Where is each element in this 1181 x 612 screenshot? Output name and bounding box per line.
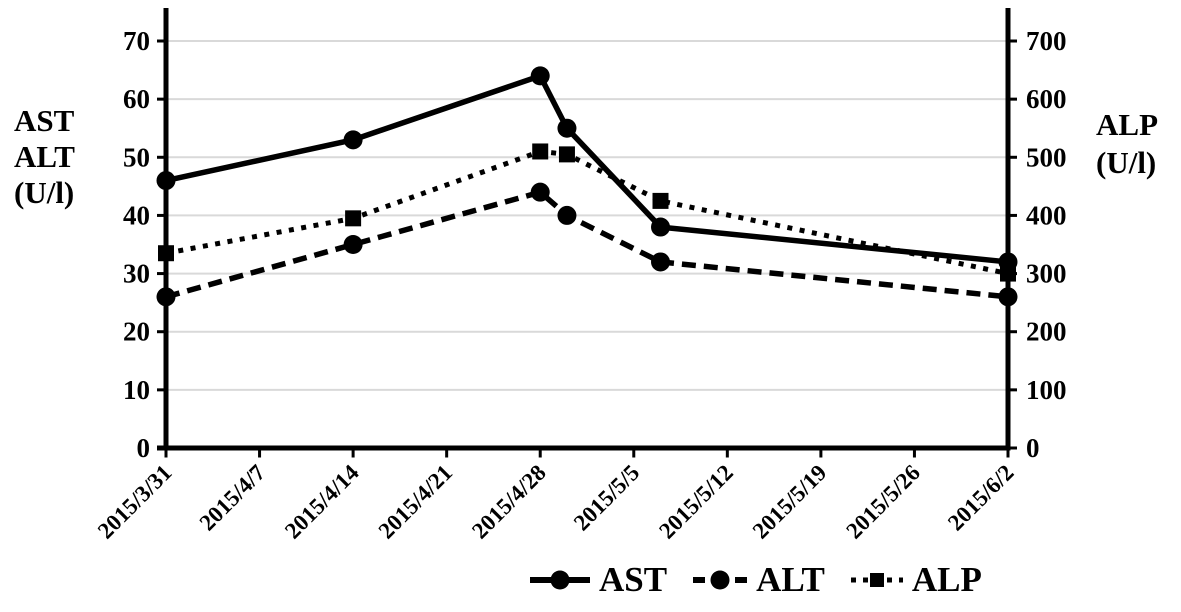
alt-marker — [343, 235, 363, 254]
y-left-tick-label: 0 — [137, 433, 151, 463]
y-left-tick-label: 60 — [123, 84, 150, 114]
right-axis-title-line: ALP — [1096, 107, 1158, 142]
x-tick-label: 2015/4/14 — [280, 460, 364, 544]
y-right-tick-label: 200 — [1026, 317, 1067, 347]
x-tick-label: 2015/5/19 — [748, 460, 832, 544]
alt-line — [165, 189, 1009, 300]
x-tick-label: 2015/5/12 — [654, 460, 738, 544]
alt-marker — [530, 182, 550, 202]
y-right-tick-label: 100 — [1026, 375, 1067, 405]
chart-legend: AST ALT ALP — [528, 562, 982, 597]
legend-item-alt: ALT — [691, 562, 825, 597]
left-axis-title-line: ALT — [14, 139, 75, 174]
legend-label-alt: ALT — [756, 560, 825, 599]
legend-item-ast: AST — [528, 562, 667, 597]
alt-marker — [156, 287, 176, 307]
alp-marker — [158, 245, 174, 262]
left-axis-title-line: (U/l) — [14, 175, 75, 210]
right-axis-title: ALP (U/l) — [1096, 106, 1158, 182]
ast-marker — [651, 217, 671, 237]
ast-marker — [343, 130, 363, 150]
y-left-tick-label: 70 — [123, 26, 150, 56]
y-left-tick-label: 10 — [123, 375, 150, 405]
left-axis-title: AST ALT (U/l) — [14, 103, 75, 211]
x-tick-label: 2015/4/28 — [467, 460, 551, 544]
left-axis-title-line: AST — [14, 103, 75, 138]
alp-legend-marker-icon — [850, 572, 903, 587]
y-left-tick-label: 30 — [123, 259, 150, 289]
alt-legend-marker-icon — [693, 570, 748, 589]
x-tick-label: 2015/4/7 — [195, 460, 271, 536]
alp-marker — [558, 146, 575, 163]
alp-marker — [345, 210, 362, 227]
legend-label-alp: ALP — [911, 560, 982, 599]
y-right-tick-label: 300 — [1026, 259, 1067, 289]
alt-marker — [998, 287, 1018, 307]
alt-marker — [557, 205, 577, 225]
y-right-tick-label: 0 — [1026, 433, 1040, 463]
y-right-tick-label: 500 — [1026, 142, 1067, 172]
ast-legend-marker-icon — [530, 570, 590, 589]
legend-label-ast: AST — [599, 560, 668, 599]
alp-line — [165, 148, 1009, 277]
y-right-tick-label: 400 — [1026, 200, 1067, 230]
y-left-tick-label: 50 — [123, 142, 150, 172]
x-tick-label: 2015/5/26 — [841, 460, 925, 544]
y-left-tick-label: 20 — [123, 317, 150, 347]
ast-marker — [156, 171, 176, 191]
x-tick-label: 2015/6/2 — [943, 460, 1019, 536]
alp-marker — [1000, 265, 1016, 282]
y-left-tick-label: 40 — [123, 200, 150, 230]
x-tick-label: 2015/5/5 — [569, 460, 645, 536]
alp-marker — [532, 143, 549, 160]
y-right-tick-label: 700 — [1026, 26, 1067, 56]
ast-marker — [530, 66, 550, 86]
legend-item-alp: ALP — [849, 562, 982, 597]
right-axis-title-line: (U/l) — [1096, 145, 1157, 180]
alp-marker — [652, 192, 669, 209]
alt-marker — [651, 252, 671, 272]
x-tick-label: 2015/4/21 — [374, 460, 458, 544]
y-right-tick-label: 600 — [1026, 84, 1067, 114]
x-tick-label: 2015/3/31 — [93, 460, 177, 544]
ast-marker — [557, 118, 577, 138]
ast-line — [165, 72, 1009, 265]
